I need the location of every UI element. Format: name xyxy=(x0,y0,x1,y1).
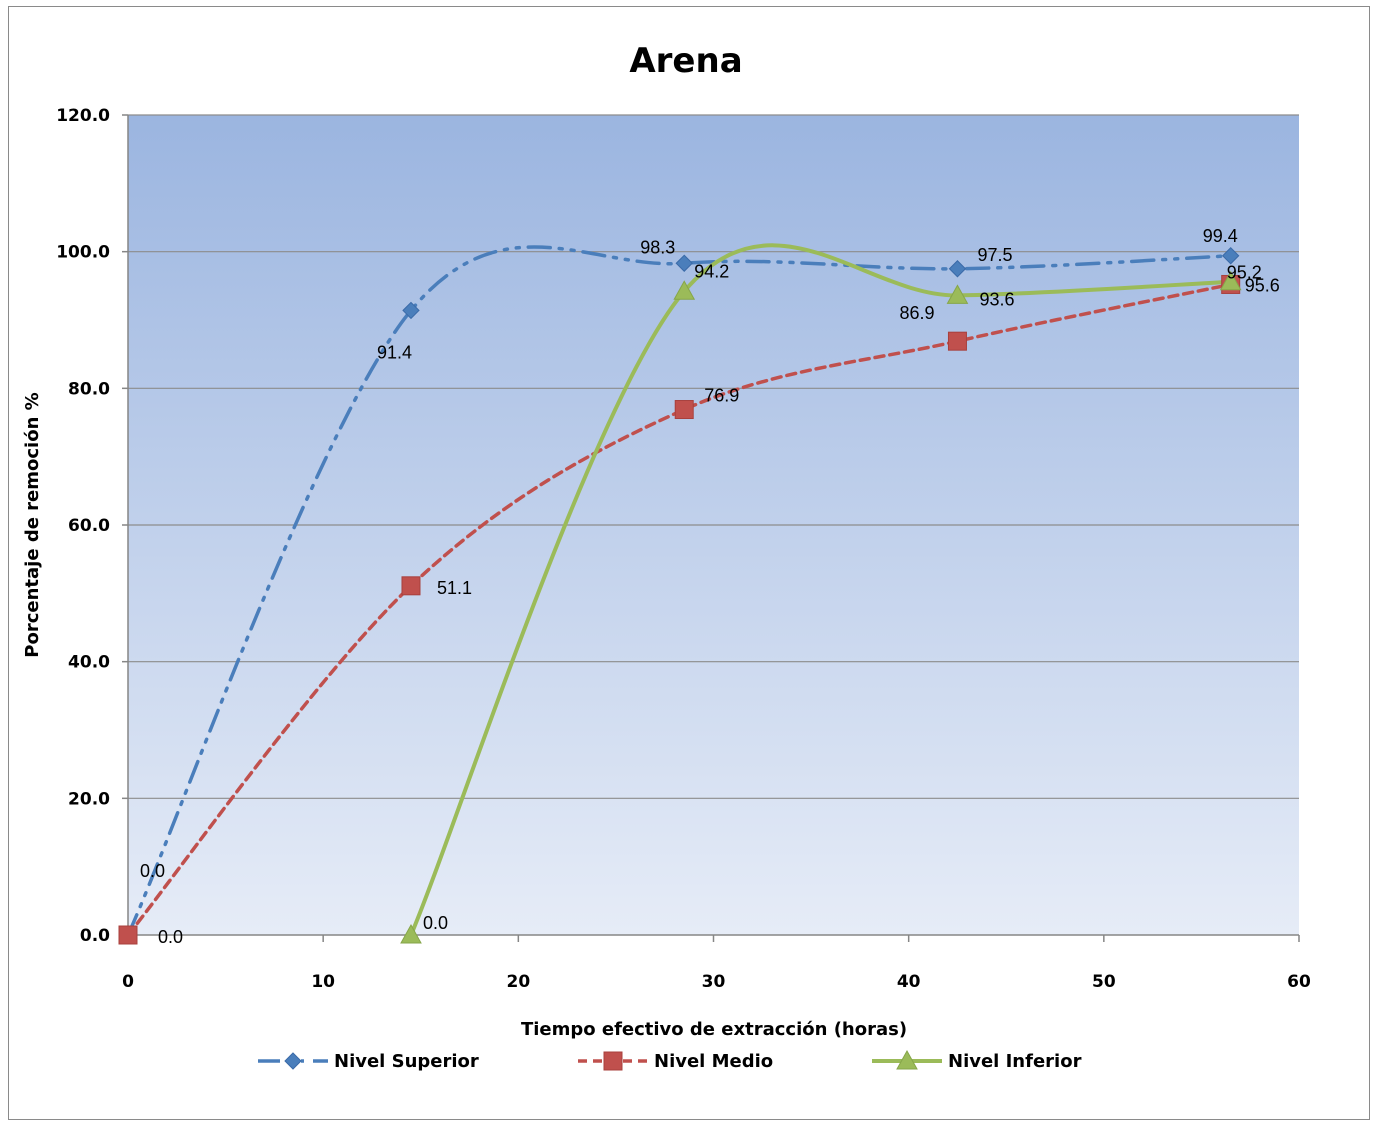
y-tick-label: 100.0 xyxy=(56,243,110,263)
data-label: 0.0 xyxy=(158,927,183,947)
data-label: 86.9 xyxy=(899,303,934,323)
triangle-marker xyxy=(1219,270,1242,291)
y-tick-label: 60.0 xyxy=(68,516,110,536)
data-label: 94.2 xyxy=(694,261,729,281)
series-line-1 xyxy=(126,245,1233,937)
x-tick-label: 30 xyxy=(702,972,726,992)
legend-label: Nivel Inferior xyxy=(948,1051,1082,1072)
series-lines xyxy=(126,243,1233,937)
data-label: 97.5 xyxy=(977,245,1012,265)
square-marker xyxy=(603,1051,623,1071)
diamond-marker xyxy=(675,254,693,272)
diamond-marker xyxy=(948,260,967,278)
axes: 0.0 20.0 40.0 60.0 80.0 100.0 120.0 0 10 20 30 40 50… xyxy=(56,106,1311,992)
data-label: 99.4 xyxy=(1203,226,1238,246)
data-label: 98.3 xyxy=(640,237,675,257)
x-tick-label: 50 xyxy=(1092,972,1116,992)
x-tick-label: 60 xyxy=(1287,972,1311,992)
y-tick-label: 20.0 xyxy=(68,789,110,809)
data-label: 91.4 xyxy=(377,342,412,362)
data-label: 93.6 xyxy=(979,289,1014,309)
chart-title: Arena xyxy=(629,41,742,81)
y-axis-title: Porcentaje de remoción % xyxy=(22,392,43,657)
series-line-3 xyxy=(408,243,1233,937)
diamond-marker xyxy=(284,1052,302,1070)
diamond-marker xyxy=(402,301,420,320)
data-label: 76.9 xyxy=(704,386,739,406)
x-tick-label: 40 xyxy=(897,972,921,992)
data-label: 95.2 xyxy=(1227,262,1262,282)
triangle-marker xyxy=(673,280,696,300)
data-label: 0.0 xyxy=(423,913,448,933)
data-labels: 0.0 91.4 98.3 97.5 99.4 0.0 51.1 76.9 86.9 95.2 0.… xyxy=(140,226,1280,947)
x-tick-label: 20 xyxy=(506,972,530,992)
y-tick-label: 120.0 xyxy=(56,106,110,126)
square-marker xyxy=(401,576,421,596)
legend-label: Nivel Superior xyxy=(334,1051,479,1072)
diamond-marker xyxy=(1221,247,1240,265)
series-markers xyxy=(118,247,1242,945)
x-tick-label: 10 xyxy=(311,972,335,992)
data-label: 95.6 xyxy=(1245,276,1280,296)
triangle-marker xyxy=(896,1049,918,1070)
data-label: 51.1 xyxy=(437,578,472,598)
legend: Nivel Superior Nivel Medio Nivel Inferior xyxy=(258,1049,1082,1072)
series-line-2 xyxy=(126,282,1233,937)
y-tick-label: 40.0 xyxy=(68,653,110,673)
square-marker xyxy=(118,925,138,945)
x-tick-label: 0 xyxy=(122,972,134,992)
x-axis-title: Tiempo efectivo de extracción (horas) xyxy=(521,1019,907,1040)
square-marker xyxy=(947,331,967,351)
triangle-marker xyxy=(946,284,969,304)
square-marker xyxy=(674,400,694,420)
triangle-marker xyxy=(400,923,422,944)
legend-label: Nivel Medio xyxy=(654,1051,773,1072)
gridlines xyxy=(128,114,1299,799)
data-label: 0.0 xyxy=(140,861,165,881)
y-tick-label: 80.0 xyxy=(68,379,110,399)
y-tick-label: 0.0 xyxy=(80,926,110,946)
